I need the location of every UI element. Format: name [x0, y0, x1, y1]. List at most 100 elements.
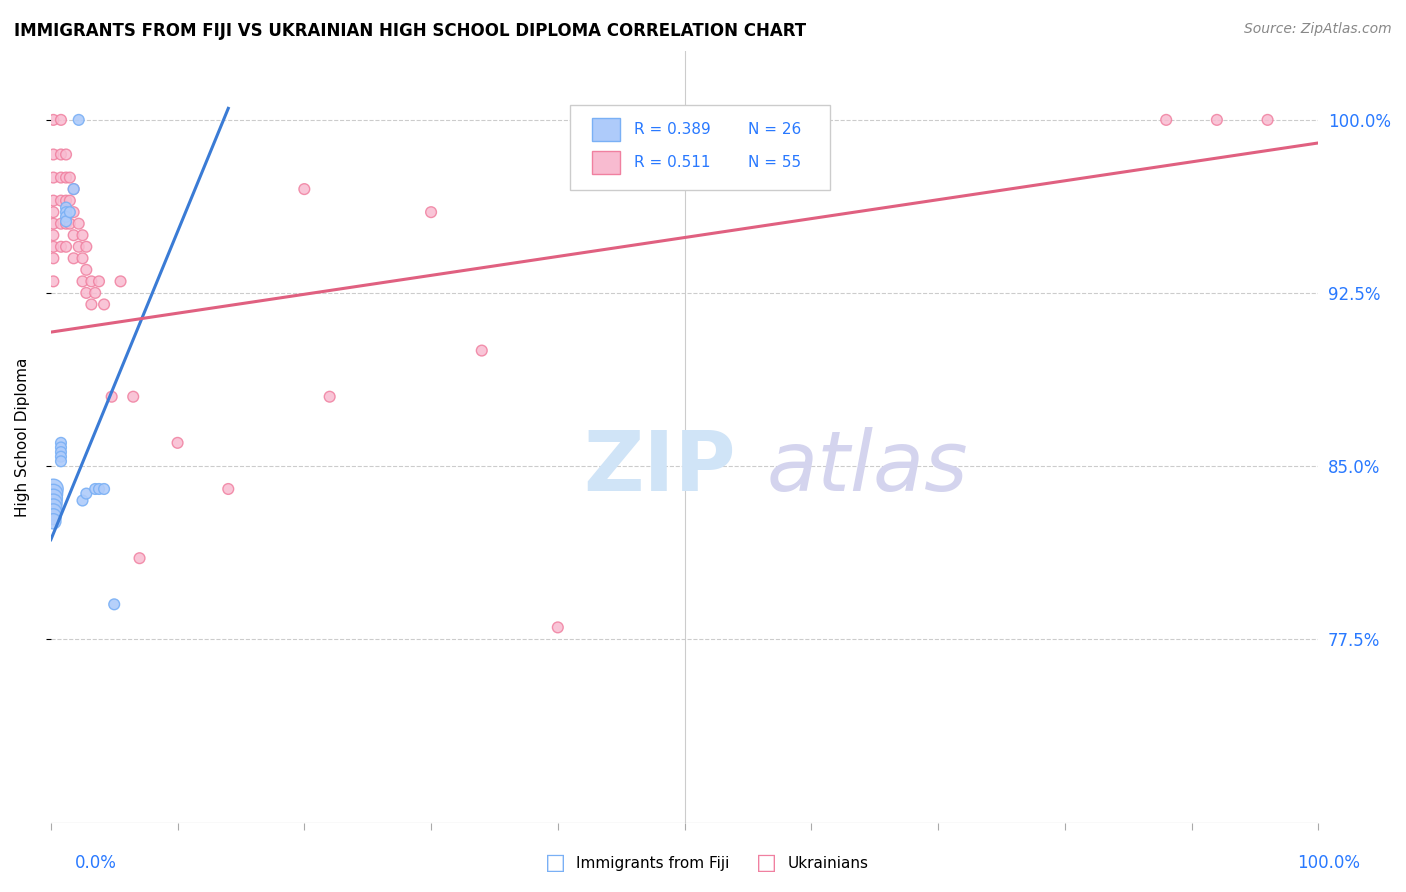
- Point: [75, 285, 97, 300]
- Point: [42, 228, 65, 243]
- Text: Ukrainians: Ukrainians: [787, 856, 869, 871]
- Text: atlas: atlas: [766, 427, 969, 508]
- Point: [59, 194, 82, 208]
- Point: [67, 217, 90, 231]
- Text: Source: ZipAtlas.com: Source: ZipAtlas.com: [1244, 22, 1392, 37]
- Text: □: □: [546, 854, 565, 873]
- Text: Immigrants from Fiji: Immigrants from Fiji: [576, 856, 730, 871]
- Point: [547, 620, 569, 634]
- Point: [292, 182, 315, 196]
- Point: [42, 194, 65, 208]
- Point: [55, 201, 77, 215]
- Point: [55, 214, 77, 228]
- Point: [75, 263, 97, 277]
- Point: [55, 147, 77, 161]
- Point: [75, 240, 97, 254]
- Point: [166, 435, 188, 450]
- Point: [42, 496, 65, 510]
- Point: [59, 217, 82, 231]
- Text: IMMIGRANTS FROM FIJI VS UKRAINIAN HIGH SCHOOL DIPLOMA CORRELATION CHART: IMMIGRANTS FROM FIJI VS UKRAINIAN HIGH S…: [14, 22, 806, 40]
- Point: [72, 493, 94, 508]
- Text: □: □: [756, 854, 776, 873]
- Point: [42, 240, 65, 254]
- Point: [55, 240, 77, 254]
- Point: [55, 170, 77, 185]
- Point: [62, 182, 84, 196]
- Point: [49, 435, 72, 450]
- Point: [42, 514, 65, 528]
- Point: [49, 445, 72, 459]
- Text: 100.0%: 100.0%: [1298, 855, 1360, 872]
- Text: ZIP: ZIP: [583, 427, 735, 508]
- Point: [42, 112, 65, 127]
- Point: [42, 205, 65, 219]
- Point: [122, 390, 145, 404]
- Point: [84, 482, 107, 496]
- Point: [42, 217, 65, 231]
- Point: [217, 482, 239, 496]
- Point: [110, 274, 132, 288]
- Point: [42, 491, 65, 506]
- Point: [93, 482, 115, 496]
- Point: [42, 170, 65, 185]
- Point: [49, 147, 72, 161]
- Point: [80, 297, 103, 311]
- Point: [100, 390, 122, 404]
- Text: 0.0%: 0.0%: [75, 855, 117, 872]
- Point: [62, 205, 84, 219]
- Point: [42, 274, 65, 288]
- Text: □: □: [546, 854, 565, 873]
- Text: N = 55: N = 55: [748, 155, 801, 170]
- Point: [55, 205, 77, 219]
- Point: [49, 170, 72, 185]
- Point: [42, 252, 65, 266]
- Point: [87, 274, 110, 288]
- Point: [59, 170, 82, 185]
- Point: [420, 205, 443, 219]
- Point: [84, 285, 107, 300]
- Point: [471, 343, 494, 358]
- Text: □: □: [756, 854, 776, 873]
- Point: [42, 505, 65, 519]
- Point: [67, 240, 90, 254]
- Text: R = 0.511: R = 0.511: [634, 155, 710, 170]
- Point: [49, 454, 72, 468]
- Point: [55, 217, 77, 231]
- Point: [72, 228, 94, 243]
- Point: [1205, 112, 1227, 127]
- Point: [42, 482, 65, 496]
- Point: [72, 274, 94, 288]
- Point: [75, 486, 97, 500]
- Point: [72, 252, 94, 266]
- Point: [42, 500, 65, 515]
- Point: [318, 390, 340, 404]
- Point: [55, 194, 77, 208]
- Point: [80, 274, 103, 288]
- Point: [1154, 112, 1177, 127]
- Point: [1257, 112, 1279, 127]
- Text: R = 0.389: R = 0.389: [634, 122, 710, 137]
- Point: [49, 441, 72, 455]
- Point: [87, 482, 110, 496]
- Point: [62, 252, 84, 266]
- FancyBboxPatch shape: [592, 151, 620, 174]
- FancyBboxPatch shape: [571, 104, 831, 190]
- Point: [103, 597, 125, 611]
- Point: [49, 194, 72, 208]
- FancyBboxPatch shape: [592, 118, 620, 141]
- Point: [59, 205, 82, 219]
- Text: N = 26: N = 26: [748, 122, 801, 137]
- Point: [49, 112, 72, 127]
- Point: [62, 228, 84, 243]
- Point: [67, 112, 90, 127]
- Point: [42, 509, 65, 524]
- Point: [49, 217, 72, 231]
- Point: [42, 486, 65, 500]
- Y-axis label: High School Diploma: High School Diploma: [15, 358, 30, 516]
- Point: [128, 551, 150, 566]
- Point: [62, 182, 84, 196]
- Point: [55, 210, 77, 224]
- Point: [42, 147, 65, 161]
- Point: [49, 240, 72, 254]
- Point: [93, 297, 115, 311]
